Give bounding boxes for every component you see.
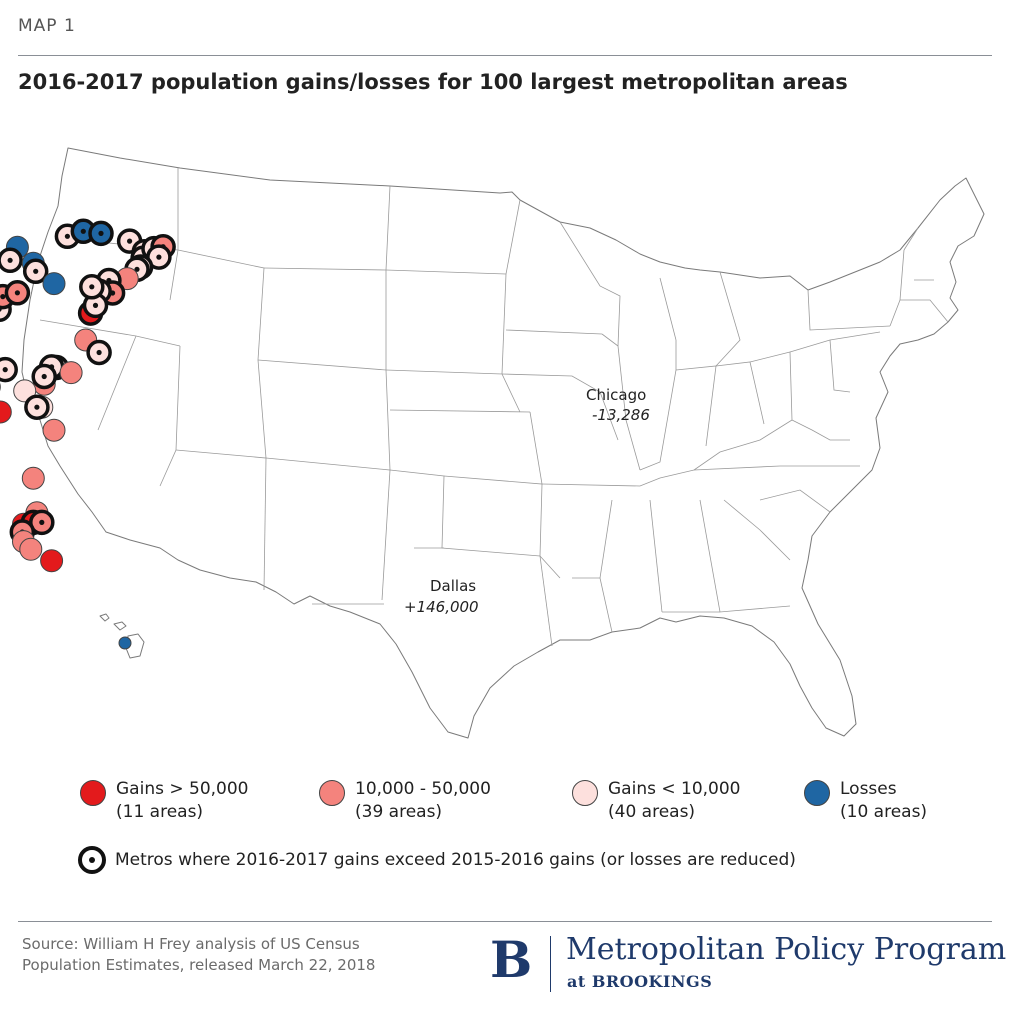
legend-gain-small-count: (40 areas) [608,802,696,822]
chicago-label: Chicago [586,386,646,404]
legend-ring-swatch [78,846,106,874]
metro-marker-loss [42,272,66,296]
us-map: Chicago -13,286 Dallas +146,000 [0,147,985,739]
program-name: Metropolitan Policy Program [566,932,1007,967]
legend-gain-small: Gains < 10,000 (40 areas) [572,778,740,824]
dallas-annotation: Dallas +146,000 [404,577,479,616]
source-line-2: Population Estimates, released March 22,… [22,956,376,974]
top-rule [18,55,992,56]
legend-swatch-medium [319,780,345,806]
metro-marker-loss [118,636,132,650]
metro-marker-small-ringed [0,356,18,383]
metro-ring-dot [98,230,104,236]
legend-ring: Metros where 2016-2017 gains exceed 2015… [78,846,796,874]
state-lines [39,168,949,647]
metro-ring-dot [92,302,99,308]
source-note: Source: William H Frey analysis of US Ce… [22,934,375,976]
metro-marker-large [0,400,12,424]
dallas-label: Dallas [430,577,476,595]
legend-ring-label: Metros where 2016-2017 gains exceed 2015… [115,850,796,870]
legend-gain-medium: 10,000 - 50,000 (39 areas) [319,778,491,824]
chicago-value: -13,286 [592,406,650,424]
brookings-logo-letter: B [490,930,533,989]
metro-ring-dot [156,254,162,260]
dallas-value: +146,000 [404,598,479,616]
metro-ring-dot [2,367,8,373]
legend-gain-large-count: (11 areas) [116,802,204,822]
metro-ring-dot [34,404,40,410]
metro-markers [0,218,176,650]
legend-gain-large-label: Gains > 50,000 [116,779,249,799]
metro-marker-medium [19,537,43,561]
legend-loss-count: (10 areas) [840,802,928,822]
metro-ring-dot [0,294,6,300]
chicago-annotation: Chicago -13,286 [586,386,650,424]
legend-gain-medium-label: 10,000 - 50,000 [355,779,491,799]
map-label: MAP 1 [18,16,76,36]
metro-ring-dot [80,228,86,234]
metro-ring-dot [134,266,140,272]
logo-divider [550,936,551,992]
metro-marker-medium [21,466,45,490]
metro-ring-dot [41,373,47,380]
bottom-rule [18,921,992,922]
brookings-name: at BROOKINGS [567,972,713,991]
page-title: 2016-2017 population gains/losses for 10… [18,70,848,94]
legend-gain-large: Gains > 50,000 (11 areas) [80,778,248,824]
metro-ring-dot [7,257,13,263]
metro-ring-dot [33,268,39,274]
metro-marker-medium [59,361,83,385]
source-line-1: Source: William H Frey analysis of US Ce… [22,935,360,953]
metro-ring-dot [39,519,45,526]
metro-ring-dot [64,233,70,239]
legend-loss: Losses (10 areas) [804,778,927,824]
legend-swatch-small [572,780,598,806]
metro-marker-large [40,549,64,573]
metro-ring-dot [89,284,95,290]
legend-loss-label: Losses [840,779,897,799]
legend-gain-small-label: Gains < 10,000 [608,779,741,799]
legend-swatch-loss [804,780,830,806]
metro-marker-medium [42,418,66,442]
hawaii-island-1 [99,613,110,622]
legend-swatch-large [80,780,106,806]
legend-gain-medium-count: (39 areas) [355,802,443,822]
metro-ring-dot [96,349,102,356]
hawaii-island-2 [113,621,127,631]
metro-ring-dot [127,238,133,244]
metro-ring-dot [14,290,20,296]
